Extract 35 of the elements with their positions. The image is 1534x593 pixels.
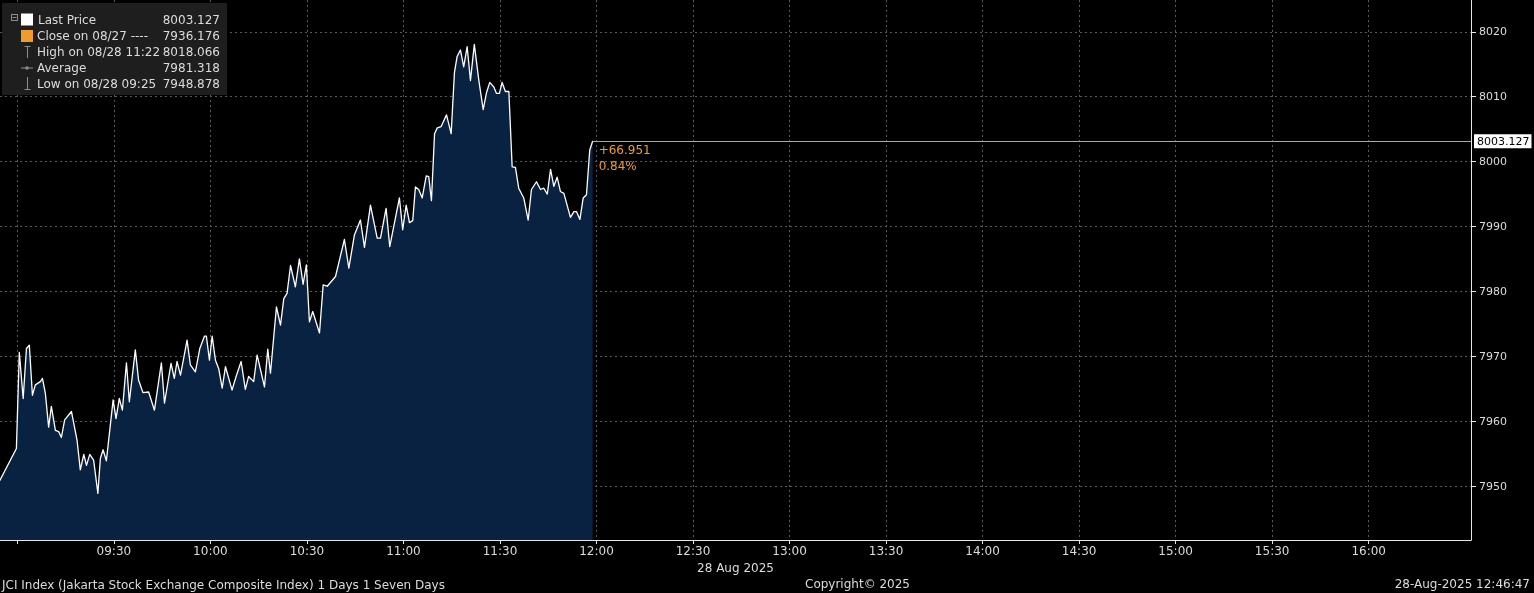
y-tick-label: 8000 [1479, 155, 1507, 169]
y-tick-label: 7960 [1479, 414, 1507, 428]
text: Close on 08/27 ---- 7936.176 [37, 29, 220, 43]
x-tick-label: 14:00 [965, 544, 1000, 558]
x-tick-label: 12:30 [675, 544, 711, 558]
x-tick-label: 13:30 [868, 544, 904, 558]
text: Copyright© 2025 [805, 577, 910, 591]
text: Average 7981.318 [37, 61, 220, 75]
y-tick-label: 8010 [1479, 90, 1507, 104]
y-tick-label: 7980 [1479, 284, 1507, 298]
x-tick-label: 15:00 [1158, 544, 1193, 558]
annotation: Low on 08/28 09:25 7948.878 [37, 77, 220, 91]
legend-label: Last Price [38, 12, 97, 27]
x-tick-label: 14:30 [1061, 544, 1097, 558]
annotation: +66.951 [598, 143, 651, 158]
y-tick-label: 7990 [1479, 220, 1507, 234]
y-tick-label: 8020 [1479, 25, 1507, 39]
x-tick-label: 10:30 [289, 544, 325, 558]
x-tick-label: 12:00 [579, 544, 614, 558]
ref-line-label: 8003.127 [1477, 134, 1530, 148]
x-tick-label: 16:00 [1351, 544, 1386, 558]
x-tick-label: 11:30 [482, 544, 518, 558]
annotation: High on 08/28 11:22 8018.066 [37, 45, 220, 59]
annotation: 0.84% [598, 159, 637, 174]
text: 28-Aug-2025 12:46:47 [1394, 577, 1530, 591]
x-tick-label: 09:30 [96, 544, 132, 558]
x-axis-title: 28 Aug 2025 [697, 560, 774, 575]
y-tick-label: 7970 [1479, 349, 1507, 363]
x-tick-label: 10:00 [193, 544, 228, 558]
x-tick-label: 11:00 [386, 544, 421, 558]
x-tick-label: 15:30 [1254, 544, 1290, 558]
x-tick-label: 13:00 [772, 544, 807, 558]
y-tick-label: 7950 [1479, 479, 1507, 493]
annotation: 8003.127 [162, 13, 220, 27]
text: JCI Index (Jakarta Stock Exchange Composite Index) 1 Days 1 Seven Days [1, 578, 445, 592]
